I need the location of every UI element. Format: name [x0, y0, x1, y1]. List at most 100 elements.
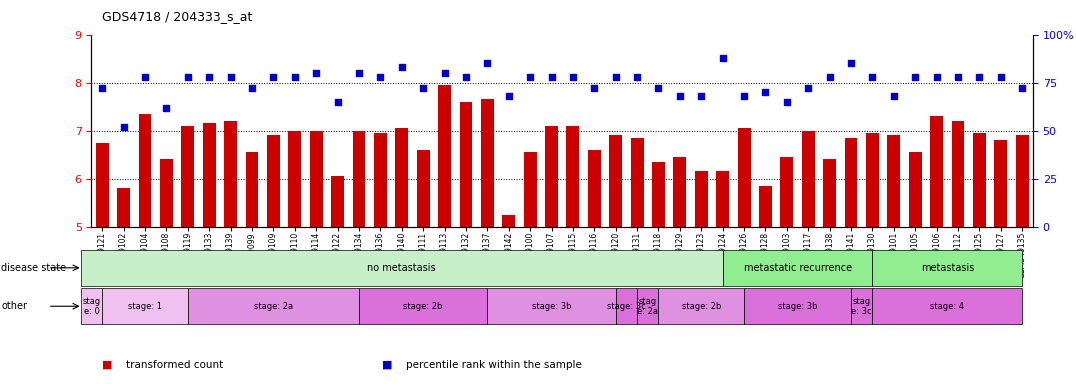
Bar [331, 176, 344, 227]
Bar [245, 152, 258, 227]
Text: disease state: disease state [1, 263, 67, 273]
Bar [546, 126, 558, 227]
Point [158, 104, 175, 111]
Bar [909, 152, 922, 227]
Text: stage: 2b: stage: 2b [681, 302, 721, 311]
Text: stage: 2b: stage: 2b [404, 302, 443, 311]
Point [714, 55, 732, 61]
Point [929, 74, 946, 80]
Bar [353, 131, 366, 227]
Point [393, 64, 410, 70]
Bar [888, 136, 901, 227]
Bar [1016, 136, 1029, 227]
Point [436, 70, 453, 76]
Point [992, 74, 1009, 80]
Text: metastatic recurrence: metastatic recurrence [744, 263, 851, 273]
Point [414, 85, 431, 91]
Bar [182, 126, 194, 227]
Text: stage: 1: stage: 1 [128, 302, 162, 311]
Bar [973, 133, 986, 227]
Text: stage: 2a: stage: 2a [254, 302, 293, 311]
Bar [416, 150, 429, 227]
Text: transformed count: transformed count [126, 360, 223, 370]
Point [308, 70, 325, 76]
Point [971, 74, 988, 80]
Bar [502, 215, 515, 227]
Bar [717, 171, 730, 227]
Point [371, 74, 388, 80]
Bar [459, 102, 472, 227]
Point [886, 93, 903, 99]
Point [329, 99, 346, 105]
Point [457, 74, 475, 80]
Point [628, 74, 646, 80]
Point [1014, 85, 1031, 91]
Point [799, 85, 817, 91]
Bar [524, 152, 537, 227]
Bar [823, 159, 836, 227]
Bar [759, 186, 771, 227]
Point [243, 85, 260, 91]
Text: other: other [1, 301, 27, 311]
Point [756, 89, 774, 95]
Point [286, 74, 303, 80]
Bar [160, 159, 173, 227]
Point [115, 124, 132, 130]
Bar [695, 171, 708, 227]
Bar [587, 150, 600, 227]
Bar [374, 133, 386, 227]
Text: percentile rank within the sample: percentile rank within the sample [406, 360, 581, 370]
Bar [866, 133, 879, 227]
Bar [395, 128, 408, 227]
Point [907, 74, 924, 80]
Bar [481, 99, 494, 227]
Point [179, 74, 196, 80]
Text: stag
e: 2a: stag e: 2a [637, 296, 659, 316]
Bar [802, 131, 815, 227]
Text: stage: 3c: stage: 3c [607, 302, 646, 311]
Bar [931, 116, 943, 227]
Point [265, 74, 282, 80]
Bar [139, 114, 152, 227]
Point [564, 74, 581, 80]
Point [671, 93, 689, 99]
Point [543, 74, 561, 80]
Text: ■: ■ [102, 360, 113, 370]
Bar [310, 131, 323, 227]
Bar [674, 157, 686, 227]
Bar [738, 128, 751, 227]
Text: stag
e: 0: stag e: 0 [83, 296, 100, 316]
Text: no metastasis: no metastasis [367, 263, 436, 273]
Point [94, 85, 111, 91]
Bar [780, 157, 793, 227]
Point [821, 74, 838, 80]
Text: stage: 4: stage: 4 [931, 302, 964, 311]
Point [736, 93, 753, 99]
Point [949, 74, 966, 80]
Point [222, 74, 239, 80]
Point [843, 60, 860, 66]
Point [500, 93, 518, 99]
Bar [96, 142, 109, 227]
Point [200, 74, 217, 80]
Bar [652, 162, 665, 227]
Point [864, 74, 881, 80]
Bar [438, 85, 451, 227]
Bar [631, 138, 643, 227]
Point [693, 93, 710, 99]
Text: stage: 3b: stage: 3b [532, 302, 571, 311]
Bar [288, 131, 301, 227]
Point [778, 99, 795, 105]
Point [137, 74, 154, 80]
Point [585, 85, 603, 91]
Bar [566, 126, 579, 227]
Bar [609, 136, 622, 227]
Text: metastasis: metastasis [921, 263, 974, 273]
Bar [202, 123, 215, 227]
Text: GDS4718 / 204333_s_at: GDS4718 / 204333_s_at [102, 10, 253, 23]
Text: ■: ■ [382, 360, 393, 370]
Text: stage: 3b: stage: 3b [778, 302, 818, 311]
Bar [994, 140, 1007, 227]
Bar [845, 138, 858, 227]
Bar [267, 136, 280, 227]
